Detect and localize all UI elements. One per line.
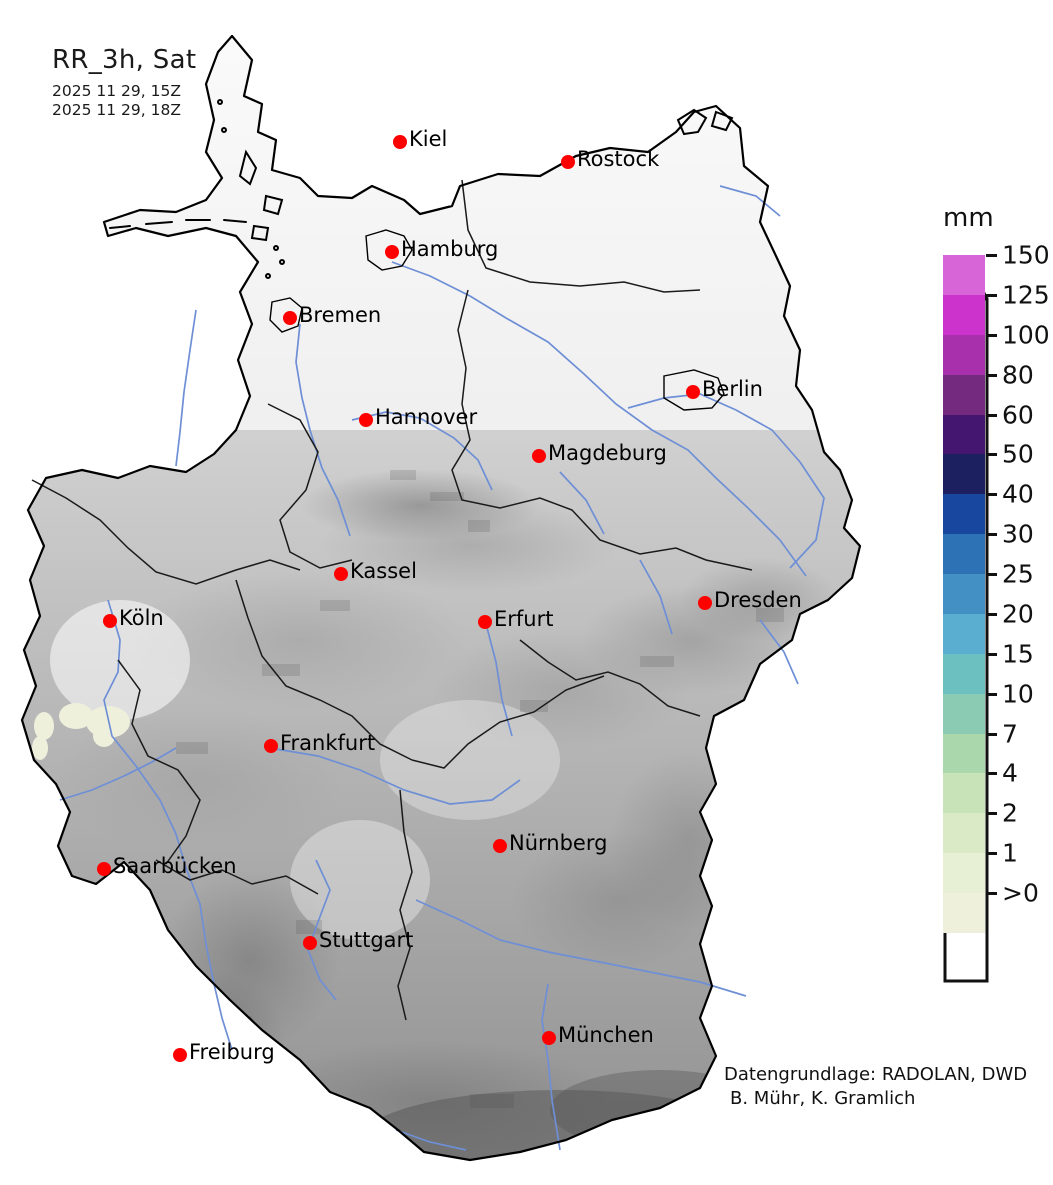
city-label: Erfurt [494,607,554,631]
colorbar-band [943,454,985,495]
colorbar-band [943,414,985,455]
precipitation-cells [32,703,130,760]
colorbar-band [943,534,985,574]
colorbar-tick-label: 15 [1002,639,1034,669]
author-credit-text: B. Mühr, K. Gramlich [730,1088,916,1110]
colorbar-tick-label: 125 [1002,280,1050,310]
city-dot-icon [561,155,575,169]
colorbar-band [943,693,985,734]
city-dot-icon [303,936,317,950]
colorbar-band [943,773,985,814]
city-dot-icon [283,311,297,325]
colorbar-band [943,374,985,415]
city-dot-icon [103,614,117,628]
map-panel: Kiel Rostock Hamburg Bremen Berlin Hannover Ma… [20,34,862,1162]
colorbar-legend: mm 150 125 100 80 60 50 40 30 25 20 15 10 7 4 2 1 >0 [925,203,1053,983]
city-dot-icon [698,596,712,610]
colorbar-tick-label: 80 [1002,360,1034,390]
city-dot-icon [393,135,407,149]
city-dot-icon [359,413,373,427]
city-dot-icon [385,245,399,259]
city-label: Nürnberg [509,831,608,855]
colorbar-band [943,294,985,335]
city-label: Bremen [299,303,382,327]
colorbar-band [943,853,985,893]
page-title: RR_3h, Sat [52,45,197,75]
city-label: Magdeburg [548,441,667,465]
city-label: Dresden [714,588,802,612]
city-label: Hannover [375,405,478,429]
colorbar-bands [943,255,985,933]
colorbar-units-label: mm [943,203,994,233]
colorbar-band [943,334,985,375]
city-label: Frankfurt [280,731,376,755]
city-label: Freiburg [189,1040,275,1064]
city-label: Hamburg [401,237,499,261]
colorbar-tick-label: 7 [1002,719,1018,749]
colorbar-band [943,255,985,295]
colorbar-tick-label: 100 [1002,320,1050,350]
city-label: Köln [119,606,164,630]
city-label: Saarbücken [113,854,237,878]
city-dot-icon [264,739,278,753]
colorbar-band [943,813,985,854]
state-borders-layer [31,179,753,1021]
colorbar-tick-label: 40 [1002,479,1034,509]
colorbar-tick-label: 25 [1002,559,1034,589]
colorbar-tick-label: 30 [1002,519,1034,549]
city-dot-icon [478,615,492,629]
islands-layer [109,99,734,411]
city-label: Rostock [577,147,660,171]
city-dot-icon [97,862,111,876]
city-dot-icon [542,1031,556,1045]
country-outline [20,34,862,1162]
colorbar-tick-label: 1 [1002,838,1018,868]
colorbar-band [943,494,985,535]
city-dot-icon [686,385,700,399]
colorbar-band [943,893,985,933]
city-dot-icon [173,1048,187,1062]
city-label: Kassel [350,559,417,583]
city-label: München [558,1023,654,1047]
colorbar-tick-label: 10 [1002,679,1034,709]
colorbar-tick-label: 20 [1002,599,1034,629]
colorbar-tick-label: 50 [1002,439,1034,469]
colorbar-tick-label: 60 [1002,400,1034,430]
attribution-block: Datengrundlage: RADOLAN, DWD B. Mühr, K.… [724,1063,1027,1112]
colorbar-tick-label: 4 [1002,758,1018,788]
city-label: Berlin [702,377,763,401]
city-label: Kiel [409,127,448,151]
title-block: RR_3h, Sat 2025 11 29, 15Z 2025 11 29, 1… [52,45,197,121]
data-source-text: Datengrundlage: RADOLAN, DWD [724,1064,1028,1085]
colorbar-band [943,653,985,694]
city-dot-icon [532,449,546,463]
colorbar-tick-label: 2 [1002,798,1018,828]
colorbar-tick-label: >0 [1002,878,1039,908]
city-dot-icon [493,839,507,853]
timestamp-start: 2025 11 29, 15Z [52,81,181,100]
colorbar-band [943,733,985,774]
colorbar-tick-label: 150 [1002,240,1050,270]
rivers-layer [59,185,825,1151]
colorbar-band [943,613,985,654]
timestamp-block: 2025 11 29, 15Z 2025 11 29, 18Z [52,82,196,121]
city-label: Stuttgart [319,928,414,952]
city-dot-icon [334,567,348,581]
timestamp-end: 2025 11 29, 18Z [52,101,181,120]
colorbar-band [943,574,985,614]
